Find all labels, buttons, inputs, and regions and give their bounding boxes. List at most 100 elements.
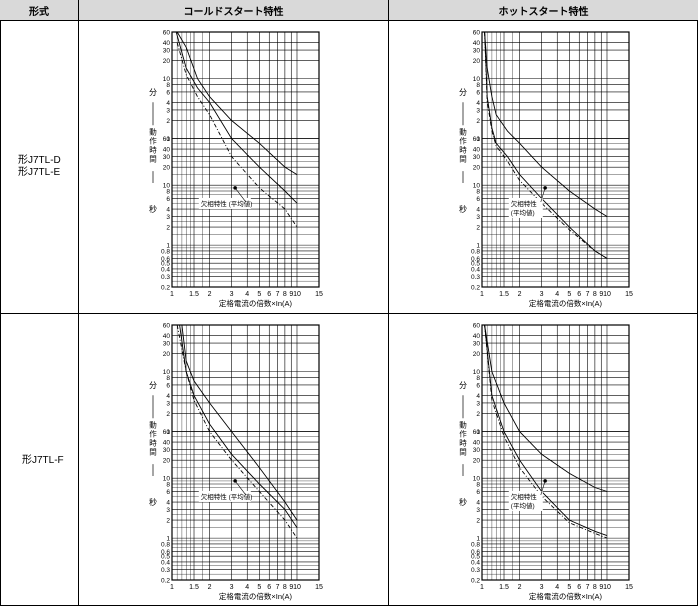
y-tick-label-seconds: 1 bbox=[166, 243, 170, 250]
x-tick-label: 4 bbox=[245, 584, 249, 591]
series-line bbox=[484, 324, 608, 492]
x-tick-label: 15 bbox=[315, 584, 323, 591]
y-tick-label-seconds: 20 bbox=[163, 165, 171, 172]
annotation-label: 欠相特性 bbox=[511, 492, 538, 501]
y-axis-label-char: 時 bbox=[459, 438, 467, 447]
y-tick-label-minutes: 20 bbox=[473, 58, 481, 65]
y-tick-label-seconds: 0.6 bbox=[471, 256, 480, 263]
y-tick-label-seconds: 6 bbox=[476, 489, 480, 496]
chart-cold-start-row1: 60 40 30 20 10 8 6 4 3 2 1 0.8 0.6 0.5 0.4 0.3 0.2 60 40 30… bbox=[79, 21, 388, 313]
y-unit-seconds: 秒 bbox=[459, 497, 467, 507]
model-line: 形J7TL-D bbox=[18, 155, 61, 166]
y-tick-label-seconds: 8 bbox=[476, 481, 480, 488]
x-tick-label: 3 bbox=[540, 584, 544, 591]
y-tick-label-minutes: 1 bbox=[476, 136, 480, 143]
y-tick-label-seconds: 0.6 bbox=[161, 549, 170, 556]
x-tick-label: 5 bbox=[257, 291, 261, 298]
y-tick-label-minutes: 30 bbox=[473, 48, 481, 55]
y-tick-label-minutes: 3 bbox=[166, 400, 170, 407]
x-tick-label: 1 bbox=[170, 584, 174, 591]
x-tick-label: 2 bbox=[208, 291, 212, 298]
y-tick-label-minutes: 1 bbox=[166, 136, 170, 143]
y-tick-label-seconds: 6 bbox=[476, 196, 480, 203]
y-tick-label-minutes: 4 bbox=[476, 100, 480, 107]
y-tick-label-seconds: 0.4 bbox=[471, 266, 480, 273]
x-tick-label: 5 bbox=[257, 584, 261, 591]
x-tick-label: 1 bbox=[480, 291, 484, 298]
x-tick-label: 5 bbox=[567, 584, 571, 591]
y-tick-label-minutes: 20 bbox=[163, 58, 171, 65]
y-tick-label-seconds: 30 bbox=[163, 447, 171, 454]
annotation-point bbox=[233, 479, 237, 483]
x-tick-label: 2 bbox=[208, 584, 212, 591]
y-axis-label-char: 間 bbox=[459, 447, 467, 456]
y-tick-label-seconds: 30 bbox=[473, 447, 481, 454]
y-tick-label-minutes: 60 bbox=[473, 323, 481, 330]
model-line: 形J7TL-F bbox=[22, 455, 64, 466]
annotation-leader bbox=[540, 187, 546, 203]
y-tick-label-minutes: 10 bbox=[163, 369, 171, 376]
y-tick-label-minutes: 6 bbox=[166, 89, 170, 96]
y-tick-label-seconds: 0.2 bbox=[471, 578, 480, 585]
y-tick-label-minutes: 3 bbox=[476, 107, 480, 114]
y-tick-label-seconds: 1 bbox=[166, 536, 170, 543]
y-tick-label-minutes: 3 bbox=[476, 400, 480, 407]
header-cold-start: コールドスタート特性 bbox=[79, 0, 388, 20]
y-tick-label-minutes: 8 bbox=[166, 375, 170, 382]
y-tick-label-seconds: 0.2 bbox=[161, 578, 170, 585]
y-tick-label-seconds: 3 bbox=[166, 214, 170, 221]
y-tick-label-minutes: 2 bbox=[476, 411, 480, 418]
y-tick-label-seconds: 2 bbox=[166, 518, 170, 525]
annotation-point bbox=[543, 479, 547, 483]
annotation-background bbox=[198, 490, 251, 502]
y-tick-label-seconds: 0.8 bbox=[471, 541, 480, 548]
y-axis-label-char: 動 bbox=[459, 420, 467, 429]
header-model: 形式 bbox=[0, 0, 78, 20]
x-tick-label: 6 bbox=[267, 291, 271, 298]
x-tick-label: 6 bbox=[267, 584, 271, 591]
series-line bbox=[176, 31, 298, 175]
x-tick-label: 8 bbox=[593, 291, 597, 298]
y-tick-label-seconds: 10 bbox=[163, 183, 171, 190]
y-tick-label-seconds: 2 bbox=[476, 518, 480, 525]
y-tick-label-minutes: 3 bbox=[166, 107, 170, 114]
chart-svg: 60403020108643210.80.60.50.40.30.2604030… bbox=[149, 323, 323, 602]
y-tick-label-seconds: 3 bbox=[476, 507, 480, 514]
y-tick-label-minutes: 1 bbox=[476, 429, 480, 436]
x-tick-label: 4 bbox=[245, 291, 249, 298]
x-tick-label: 3 bbox=[230, 584, 234, 591]
y-tick-label-minutes: 10 bbox=[473, 369, 481, 376]
series-line-open-phase bbox=[176, 324, 298, 539]
y-tick-label-seconds: 2 bbox=[476, 225, 480, 232]
y-tick-label-seconds: 20 bbox=[473, 165, 481, 172]
y-tick-label-seconds: 0.2 bbox=[471, 285, 480, 292]
y-tick-label-seconds: 1 bbox=[476, 536, 480, 543]
x-tick-label: 8 bbox=[283, 584, 287, 591]
y-tick-label-minutes: 2 bbox=[166, 411, 170, 418]
x-tick-label: 1.5 bbox=[189, 291, 199, 298]
annotation-label: 欠相特性 (平均値) bbox=[201, 199, 253, 208]
y-tick-label-minutes: 30 bbox=[473, 341, 481, 348]
x-tick-label: 15 bbox=[625, 291, 633, 298]
y-axis-label-char: 動 bbox=[459, 127, 467, 136]
y-tick-label-seconds: 0.3 bbox=[471, 567, 480, 574]
annotation-background bbox=[198, 197, 251, 209]
y-tick-label-seconds: 60 bbox=[163, 429, 171, 436]
y-tick-label-seconds: 0.5 bbox=[161, 554, 170, 561]
annotation-background bbox=[508, 490, 543, 511]
y-tick-label-seconds: 60 bbox=[473, 136, 481, 143]
y-tick-label-seconds: 0.6 bbox=[161, 256, 170, 263]
x-tick-label: 7 bbox=[276, 291, 280, 298]
y-axis-label-char: 作 bbox=[459, 428, 467, 438]
series-line bbox=[484, 324, 608, 537]
x-axis-label: 定格電流の倍数×In(A) bbox=[529, 591, 603, 601]
y-tick-label-seconds: 2 bbox=[166, 225, 170, 232]
x-tick-label: 7 bbox=[586, 584, 590, 591]
x-tick-label: 9 bbox=[289, 584, 293, 591]
series-line-open-phase bbox=[484, 324, 608, 539]
x-tick-label: 9 bbox=[599, 291, 603, 298]
x-tick-label: 3 bbox=[540, 291, 544, 298]
x-tick-label: 10 bbox=[603, 291, 611, 298]
x-tick-label: 10 bbox=[293, 584, 301, 591]
